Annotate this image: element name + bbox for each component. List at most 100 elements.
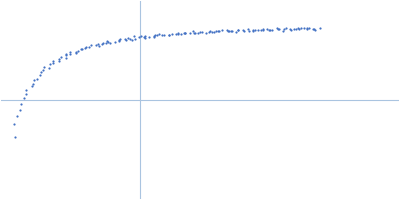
- Point: [206, 30, 212, 34]
- Point: [86, 45, 92, 48]
- Point: [116, 39, 122, 42]
- Point: [138, 35, 144, 38]
- Point: [304, 27, 310, 30]
- Point: [172, 33, 179, 36]
- Point: [180, 32, 187, 35]
- Point: [130, 35, 137, 38]
- Point: [112, 41, 118, 44]
- Point: [225, 30, 231, 33]
- Point: [207, 30, 213, 33]
- Point: [175, 32, 181, 35]
- Point: [66, 53, 73, 56]
- Point: [293, 28, 300, 31]
- Point: [31, 78, 37, 81]
- Point: [317, 26, 323, 29]
- Point: [38, 70, 44, 74]
- Point: [58, 55, 64, 58]
- Point: [122, 38, 129, 42]
- Point: [245, 28, 252, 31]
- Point: [241, 30, 247, 33]
- Point: [72, 51, 79, 54]
- Point: [269, 28, 276, 31]
- Point: [286, 28, 293, 31]
- Point: [93, 44, 99, 47]
- Point: [34, 77, 40, 80]
- Point: [136, 35, 142, 39]
- Point: [95, 42, 102, 46]
- Point: [274, 27, 281, 31]
- Point: [40, 68, 46, 71]
- Point: [150, 34, 157, 38]
- Point: [288, 28, 295, 31]
- Point: [166, 33, 172, 36]
- Point: [28, 85, 35, 88]
- Point: [264, 27, 270, 31]
- Point: [300, 27, 307, 30]
- Point: [104, 40, 111, 44]
- Point: [298, 26, 305, 29]
- Point: [216, 29, 223, 33]
- Point: [229, 29, 236, 32]
- Point: [175, 33, 181, 36]
- Point: [224, 29, 230, 32]
- Point: [226, 30, 232, 33]
- Point: [199, 30, 205, 33]
- Point: [281, 27, 288, 31]
- Point: [150, 35, 157, 39]
- Point: [30, 82, 36, 86]
- Point: [82, 47, 88, 50]
- Point: [50, 61, 56, 64]
- Point: [250, 30, 256, 33]
- Point: [117, 38, 124, 41]
- Point: [215, 30, 221, 33]
- Point: [290, 27, 297, 30]
- Point: [47, 63, 54, 66]
- Point: [56, 57, 62, 61]
- Point: [233, 31, 239, 34]
- Point: [209, 30, 215, 33]
- Point: [142, 36, 148, 40]
- Point: [11, 123, 18, 126]
- Point: [252, 29, 258, 32]
- Point: [23, 89, 29, 92]
- Point: [235, 28, 242, 31]
- Point: [189, 30, 196, 33]
- Point: [124, 37, 131, 40]
- Point: [12, 135, 18, 138]
- Point: [266, 28, 272, 32]
- Point: [16, 108, 23, 111]
- Point: [36, 73, 43, 77]
- Point: [127, 38, 133, 41]
- Point: [267, 29, 274, 32]
- Point: [260, 28, 266, 31]
- Point: [160, 33, 167, 36]
- Point: [17, 102, 24, 106]
- Point: [178, 32, 184, 36]
- Point: [260, 28, 266, 31]
- Point: [296, 27, 302, 31]
- Point: [310, 28, 316, 31]
- Point: [211, 30, 218, 34]
- Point: [295, 27, 301, 30]
- Point: [159, 34, 166, 37]
- Point: [128, 38, 135, 42]
- Point: [79, 48, 86, 51]
- Point: [258, 28, 264, 32]
- Point: [100, 42, 106, 45]
- Point: [103, 41, 109, 44]
- Point: [122, 38, 128, 41]
- Point: [182, 32, 188, 35]
- Point: [107, 41, 113, 45]
- Point: [240, 28, 246, 31]
- Point: [192, 31, 198, 34]
- Point: [142, 34, 148, 37]
- Point: [312, 29, 318, 32]
- Point: [305, 26, 312, 30]
- Point: [191, 31, 198, 34]
- Point: [195, 32, 201, 35]
- Point: [83, 46, 89, 49]
- Point: [141, 35, 148, 38]
- Point: [50, 60, 56, 63]
- Point: [46, 66, 52, 70]
- Point: [14, 115, 20, 118]
